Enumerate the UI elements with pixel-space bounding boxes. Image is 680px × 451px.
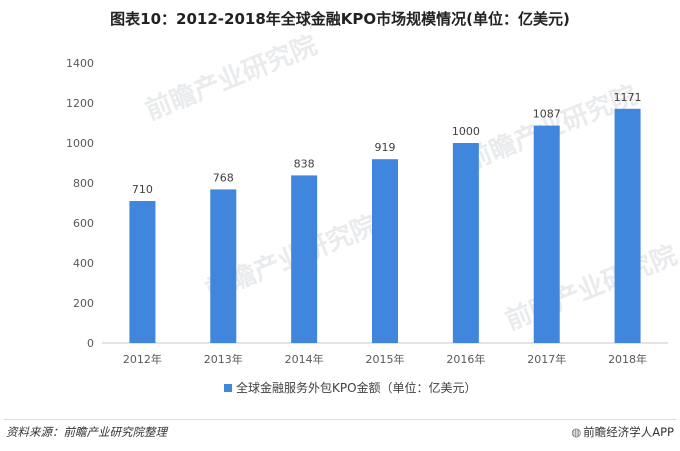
chart-title: 图表10：2012-2018年全球金融KPO市场规模情况(单位：亿美元) bbox=[110, 10, 570, 28]
bar bbox=[210, 189, 237, 343]
x-tick-label: 2015年 bbox=[366, 352, 405, 366]
app-credit-text: 前瞻经济学人APP bbox=[583, 425, 674, 439]
x-tick-label: 2018年 bbox=[608, 352, 647, 366]
source-note: 资料来源：前瞻产业研究院整理 bbox=[6, 425, 167, 439]
y-tick-label: 1400 bbox=[66, 57, 94, 70]
data-label: 838 bbox=[294, 157, 315, 170]
bar bbox=[129, 201, 156, 343]
bar-series bbox=[129, 108, 641, 343]
data-label: 768 bbox=[213, 171, 234, 184]
bar bbox=[614, 108, 641, 343]
x-tick-label: 2013年 bbox=[204, 352, 243, 366]
x-tick-label: 2017年 bbox=[527, 352, 566, 366]
y-tick-label: 200 bbox=[73, 297, 94, 310]
bar bbox=[533, 125, 560, 343]
data-labels: 710 768 838 919 1000 1087 1171 bbox=[132, 91, 642, 196]
legend-label: 全球金融服务外包KPO金额（单位：亿美元） bbox=[236, 380, 477, 395]
y-tick-label: 1000 bbox=[66, 137, 94, 150]
data-label: 1087 bbox=[533, 108, 561, 121]
x-tick-label: 2014年 bbox=[285, 352, 324, 366]
legend-swatch bbox=[224, 384, 232, 392]
chart-axes: 0 200 400 600 800 1000 1200 1400 2012年 2013年 2014年… bbox=[66, 57, 668, 366]
y-tick-label: 600 bbox=[73, 217, 94, 230]
data-label: 710 bbox=[132, 183, 153, 196]
bar bbox=[452, 143, 479, 343]
data-label: 1171 bbox=[614, 91, 642, 104]
watermark-text: 前瞻产业研究院 bbox=[141, 30, 321, 127]
data-label: 919 bbox=[375, 141, 396, 154]
y-tick-label: 800 bbox=[73, 177, 94, 190]
y-tick-label: 1200 bbox=[66, 97, 94, 110]
app-credit: ◍ 前瞻经济学人APP bbox=[571, 424, 674, 440]
bar bbox=[372, 159, 398, 343]
bar bbox=[291, 175, 318, 343]
watermark-text: 前瞻产业研究院 bbox=[501, 240, 680, 337]
footer-divider bbox=[4, 419, 676, 420]
x-tick-label: 2012年 bbox=[123, 352, 162, 366]
x-tick-label: 2016年 bbox=[446, 352, 485, 366]
data-label: 1000 bbox=[452, 125, 480, 138]
y-tick-label: 400 bbox=[73, 257, 94, 270]
y-tick-label: 0 bbox=[87, 337, 94, 350]
chart-legend: 全球金融服务外包KPO金额（单位：亿美元） bbox=[224, 380, 477, 395]
qianzhan-logo-icon: ◍ bbox=[571, 425, 582, 439]
